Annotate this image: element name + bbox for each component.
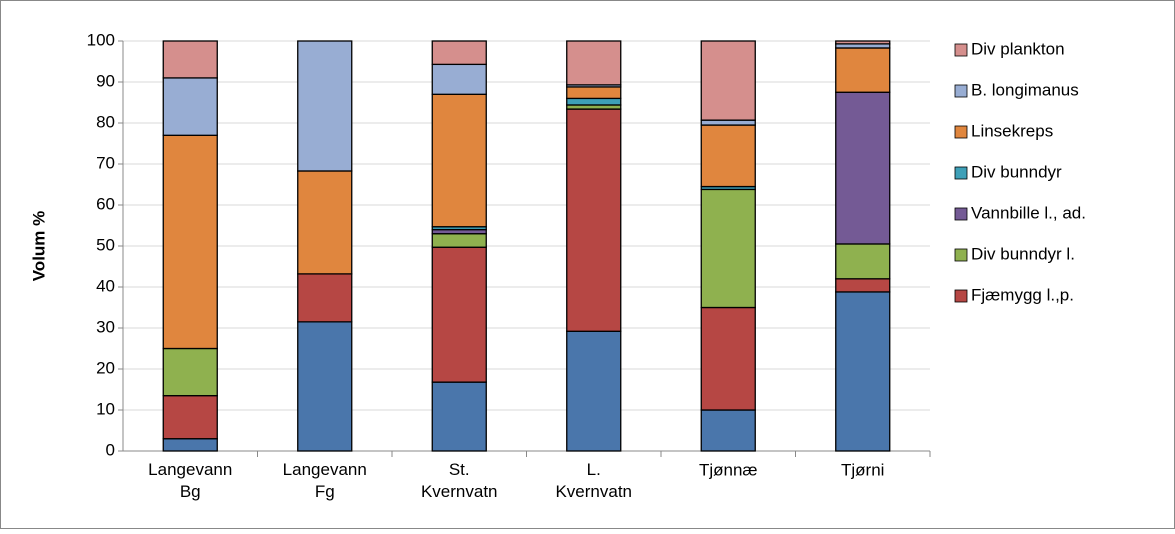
legend-swatch [954, 43, 968, 57]
x-tick-label-line: L. [587, 460, 601, 479]
legend-swatch [954, 289, 968, 303]
bar-segment [431, 381, 487, 452]
bar-segment [566, 86, 622, 100]
y-tick-label: 30 [96, 317, 115, 336]
y-tick-label: 0 [106, 440, 115, 459]
bar-segment [566, 108, 622, 332]
bar-segment [297, 170, 353, 275]
legend-label: Div bunndyr l. [971, 244, 1075, 263]
legend-swatch [954, 125, 968, 139]
x-tick-label: Tjørni [841, 460, 884, 479]
legend-swatch [954, 166, 968, 180]
bar-segment [700, 306, 756, 411]
legend-label: Fjæmygg l.,p. [971, 285, 1074, 304]
x-tick-label: L. Kvernvatn [555, 460, 632, 501]
bar-segment [700, 124, 756, 188]
bar-segment [162, 77, 218, 136]
legend-label: Div bunndyr [971, 162, 1062, 181]
legend-label: Div plankton [971, 39, 1065, 58]
bar-segment [835, 278, 891, 293]
bar-segment [700, 40, 756, 121]
legend-swatch [954, 207, 968, 221]
bar-segment [162, 134, 218, 350]
bar-segment [297, 321, 353, 452]
bar-segment [700, 119, 756, 126]
x-tick-label: Langevann Fg [283, 460, 367, 501]
x-tick-label-line: Kvernvatn [555, 482, 632, 501]
bar-segment [835, 291, 891, 452]
bar-segment [835, 91, 891, 245]
y-tick-label: 70 [96, 153, 115, 172]
x-tick-label-line: Fg [315, 482, 335, 501]
legend-label: B. longimanus [971, 80, 1079, 99]
y-axis-label: Volum % [29, 211, 48, 282]
bar-segment [162, 347, 218, 397]
bar-segment [431, 93, 487, 228]
bar-segment [431, 40, 487, 66]
y-tick-label: 90 [96, 71, 115, 90]
bar-segment [162, 394, 218, 440]
x-tick-label-line: St. [449, 460, 470, 479]
bar-segment [566, 40, 622, 86]
x-tick-label-line: Bg [180, 482, 201, 501]
x-tick-label-line: Langevann [283, 460, 367, 479]
x-tick-label-line: Langevann [148, 460, 232, 479]
x-tick-label: Tjønnæ [699, 460, 758, 479]
bar-segment [297, 273, 353, 323]
y-tick-label: 80 [96, 112, 115, 131]
x-tick-label: Langevann Bg [148, 460, 232, 501]
bar-segment [566, 97, 622, 106]
legend-swatch [954, 248, 968, 262]
y-tick-label: 60 [96, 194, 115, 213]
bar-segment [835, 40, 891, 45]
bar-segment [162, 40, 218, 79]
bar-segment [700, 188, 756, 309]
bar-segment [162, 438, 218, 452]
legend-label: Vannbille l., ad. [971, 203, 1086, 222]
y-tick-label: 20 [96, 358, 115, 377]
y-tick-label: 50 [96, 235, 115, 254]
bar-segment [297, 40, 353, 172]
bar-segment [835, 47, 891, 93]
bar-segment [835, 243, 891, 280]
bar-segment [566, 330, 622, 452]
legend-swatch [954, 84, 968, 98]
legend-label: Linsekreps [971, 121, 1053, 140]
x-tick-label: St. Kvernvatn [421, 460, 498, 501]
y-tick-label: 40 [96, 276, 115, 295]
y-tick-label: 100 [87, 30, 115, 49]
x-tick-label-line: Kvernvatn [421, 482, 498, 501]
y-tick-label: 10 [96, 399, 115, 418]
bar-segment [431, 233, 487, 248]
bar-segment [700, 409, 756, 452]
bar-segment [431, 63, 487, 95]
bar-segment [431, 246, 487, 383]
